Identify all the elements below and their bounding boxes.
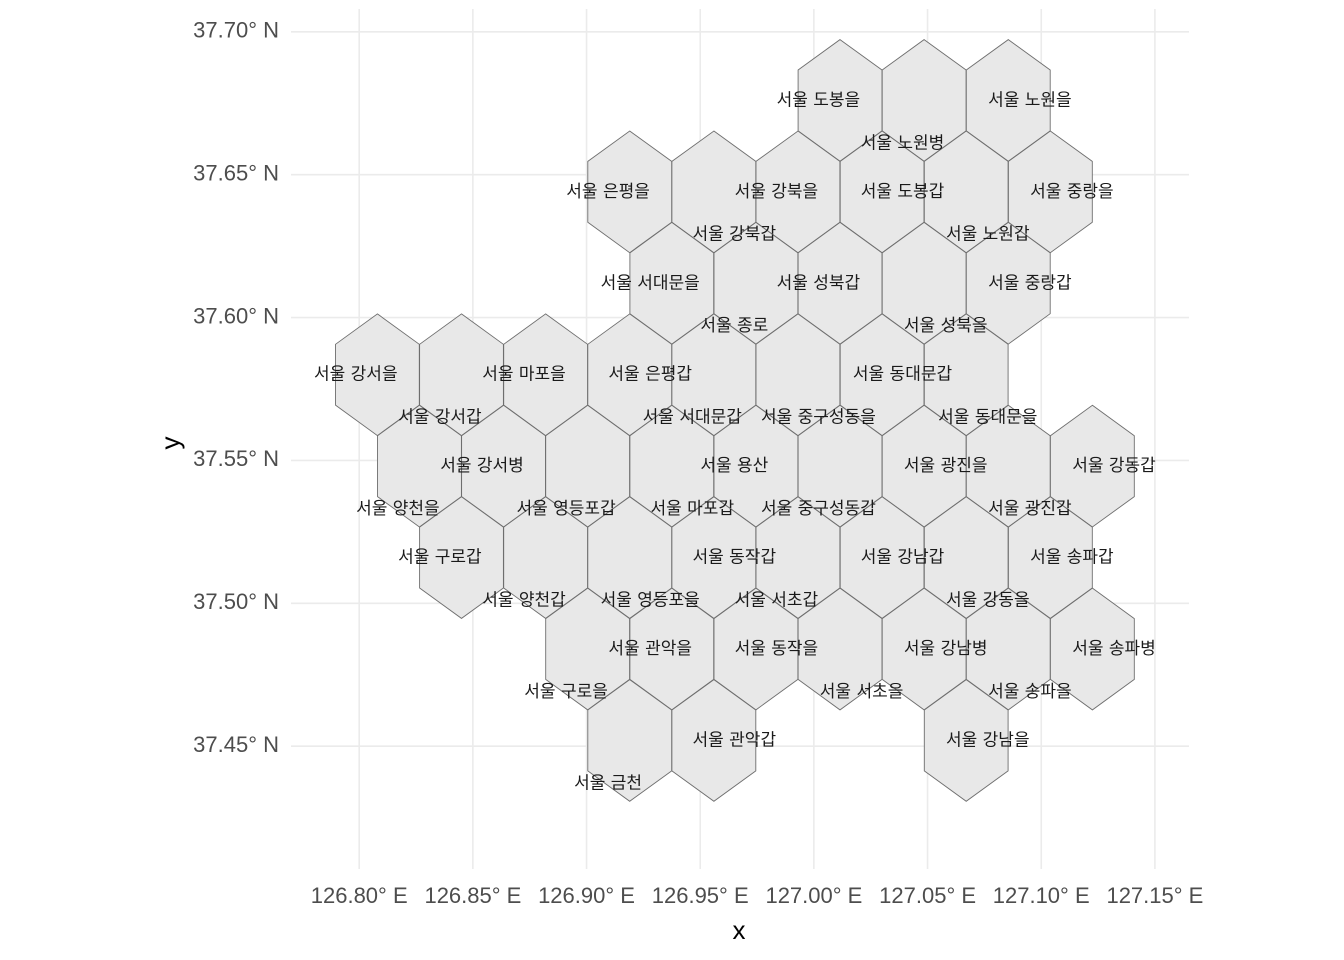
district-label-10: 서울 성북갑 bbox=[777, 273, 861, 293]
district-label-21: 서울 동대문을 bbox=[938, 408, 1037, 428]
district-label-1: 서울 노원을 bbox=[988, 90, 1072, 110]
district-label-24: 서울 광진을 bbox=[904, 456, 988, 476]
district-label-33: 서울 강남갑 bbox=[861, 548, 945, 568]
district-label-26: 서울 양천을 bbox=[356, 499, 440, 519]
hex-tile-48 bbox=[923, 679, 1009, 802]
x-tick-label-4: 127.00° E bbox=[765, 883, 862, 908]
district-label-7: 서울 강북갑 bbox=[692, 225, 776, 245]
district-label-3: 서울 은평을 bbox=[566, 182, 650, 202]
district-label-18: 서울 강서갑 bbox=[398, 408, 482, 428]
district-label-30: 서울 광진갑 bbox=[988, 499, 1072, 519]
x-tick-label-1: 126.85° E bbox=[424, 883, 521, 908]
district-label-2: 서울 노원병 bbox=[861, 133, 945, 153]
x-tick-label-6: 127.10° E bbox=[993, 883, 1090, 908]
hex-tile-45 bbox=[1049, 587, 1135, 711]
district-label-40: 서울 동작을 bbox=[735, 639, 819, 659]
district-label-25: 서울 강동갑 bbox=[1072, 456, 1156, 476]
district-label-12: 서울 종로 bbox=[700, 316, 768, 336]
x-tick-label-7: 127.15° E bbox=[1106, 883, 1203, 908]
district-label-23: 서울 용산 bbox=[700, 456, 768, 476]
district-label-29: 서울 중구성동갑 bbox=[761, 499, 876, 519]
district-label-15: 서울 마포을 bbox=[482, 365, 566, 385]
district-label-8: 서울 노원갑 bbox=[946, 225, 1030, 245]
district-label-0: 서울 도봉을 bbox=[777, 90, 861, 110]
district-label-9: 서울 서대문을 bbox=[601, 273, 700, 293]
district-label-47: 서울 강남을 bbox=[946, 730, 1030, 750]
district-label-14: 서울 강서을 bbox=[314, 365, 398, 385]
y-axis-title: y bbox=[155, 437, 185, 450]
district-label-20: 서울 중구성동을 bbox=[761, 408, 876, 428]
district-label-44: 서울 서초을 bbox=[820, 682, 904, 702]
district-label-31: 서울 구로갑 bbox=[398, 548, 482, 568]
x-tick-label-3: 126.95° E bbox=[652, 883, 749, 908]
district-label-35: 서울 양천갑 bbox=[482, 590, 566, 610]
district-label-6: 서울 중랑을 bbox=[1030, 182, 1114, 202]
hex-tile-47 bbox=[671, 679, 757, 802]
x-tick-label-2: 126.90° E bbox=[538, 883, 635, 908]
district-label-48: 서울 금천 bbox=[574, 773, 642, 793]
y-axis-ticks: 37.45° N 37.50° N 37.55° N 37.60° N 37.65° N… bbox=[193, 18, 279, 757]
district-label-45: 서울 송파을 bbox=[988, 682, 1072, 702]
district-label-4: 서울 강북을 bbox=[735, 182, 819, 202]
y-tick-label-5: 37.70° N bbox=[193, 18, 279, 43]
district-label-27: 서울 영등포갑 bbox=[516, 499, 616, 519]
district-label-41: 서울 강남병 bbox=[904, 639, 988, 659]
district-label-5: 서울 도봉갑 bbox=[861, 182, 945, 202]
district-label-22: 서울 강서병 bbox=[440, 456, 524, 476]
x-axis-title: x bbox=[733, 915, 746, 945]
district-label-11: 서울 중랑갑 bbox=[988, 273, 1072, 293]
x-tick-label-0: 126.80° E bbox=[311, 883, 408, 908]
district-label-43: 서울 구로을 bbox=[524, 682, 608, 702]
district-label-28: 서울 마포갑 bbox=[650, 499, 734, 519]
y-tick-label-1: 37.50° N bbox=[193, 589, 279, 614]
district-label-16: 서울 은평갑 bbox=[608, 365, 692, 385]
y-tick-label-3: 37.60° N bbox=[193, 303, 279, 328]
hex-tiles bbox=[335, 39, 1135, 802]
district-label-46: 서울 관악갑 bbox=[692, 730, 776, 750]
district-label-42: 서울 송파병 bbox=[1072, 639, 1156, 659]
district-label-36: 서울 영등포을 bbox=[601, 590, 700, 610]
district-label-39: 서울 관악을 bbox=[608, 639, 692, 659]
y-tick-label-4: 37.65° N bbox=[193, 161, 279, 186]
district-label-38: 서울 강동을 bbox=[946, 590, 1030, 610]
district-label-32: 서울 동작갑 bbox=[692, 548, 776, 568]
y-tick-label-0: 37.45° N bbox=[193, 732, 279, 757]
district-label-17: 서울 동대문갑 bbox=[853, 365, 953, 385]
x-axis-ticks: 126.80° E 126.85° E 126.90° E 126.95° E 127.… bbox=[311, 883, 1204, 908]
district-label-37: 서울 서초갑 bbox=[735, 590, 819, 610]
y-tick-label-2: 37.55° N bbox=[193, 446, 279, 471]
x-tick-label-5: 127.05° E bbox=[879, 883, 976, 908]
district-label-19: 서울 서대문갑 bbox=[643, 408, 743, 428]
district-label-13: 서울 성북을 bbox=[904, 316, 988, 336]
district-label-34: 서울 송파갑 bbox=[1030, 548, 1114, 568]
